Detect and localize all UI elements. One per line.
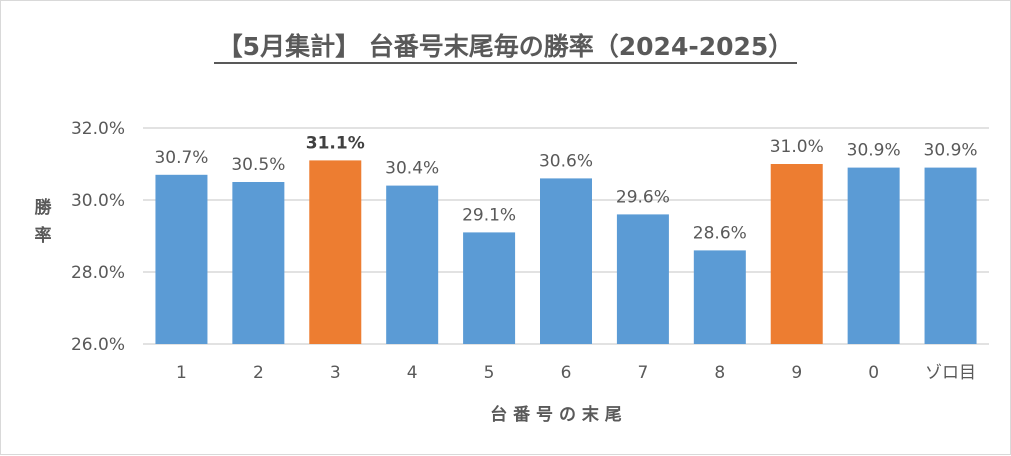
x-tick-label: 2 — [253, 363, 264, 383]
x-tick-label: 1 — [176, 363, 187, 383]
x-tick-label: 3 — [330, 363, 341, 383]
bar — [540, 178, 592, 344]
bar — [770, 164, 823, 344]
bar — [232, 182, 285, 344]
y-tick-label: 30.0% — [71, 191, 125, 211]
x-tick-label: 7 — [637, 363, 648, 383]
data-label: 29.1% — [462, 205, 516, 225]
data-label: 30.9% — [847, 141, 901, 161]
bar — [463, 232, 516, 344]
data-label: 30.6% — [539, 151, 593, 171]
x-axis-label: 台 番 号 の 末 尾 — [490, 404, 622, 425]
bar — [616, 214, 669, 344]
data-label: 29.6% — [616, 187, 670, 207]
data-label: 28.6% — [693, 223, 747, 243]
chart-title: 【5月集計】 台番号末尾毎の勝率（2024-2025） — [213, 32, 798, 64]
y-tick-label: 28.0% — [71, 263, 125, 283]
data-label: 31.1% — [306, 133, 365, 153]
y-tick-label: 26.0% — [71, 335, 125, 355]
data-label: 30.4% — [385, 159, 439, 179]
y-tick-label: 32.0% — [71, 119, 125, 139]
x-tick-label: 4 — [407, 363, 418, 383]
bar — [155, 174, 208, 344]
x-tick-label: 5 — [484, 363, 495, 383]
y-axis-label: 率 — [35, 225, 52, 246]
y-axis-label: 勝 — [35, 197, 53, 218]
chart-title-wrap: 【5月集計】 台番号末尾毎の勝率（2024-2025） — [1, 27, 1010, 64]
data-label: 30.9% — [924, 141, 978, 161]
bar — [847, 167, 900, 344]
x-tick-label: ゾロ目 — [925, 363, 976, 383]
bar — [386, 185, 439, 344]
data-label: 30.5% — [231, 155, 285, 175]
bar — [924, 167, 977, 344]
x-tick-label: 6 — [561, 363, 572, 383]
x-tick-label: 8 — [714, 363, 725, 383]
x-tick-label: 9 — [791, 363, 802, 383]
data-label: 31.0% — [770, 137, 824, 157]
x-tick-label: 0 — [868, 363, 879, 383]
bar — [693, 250, 746, 344]
data-label: 30.7% — [154, 148, 208, 168]
bar — [309, 160, 362, 344]
